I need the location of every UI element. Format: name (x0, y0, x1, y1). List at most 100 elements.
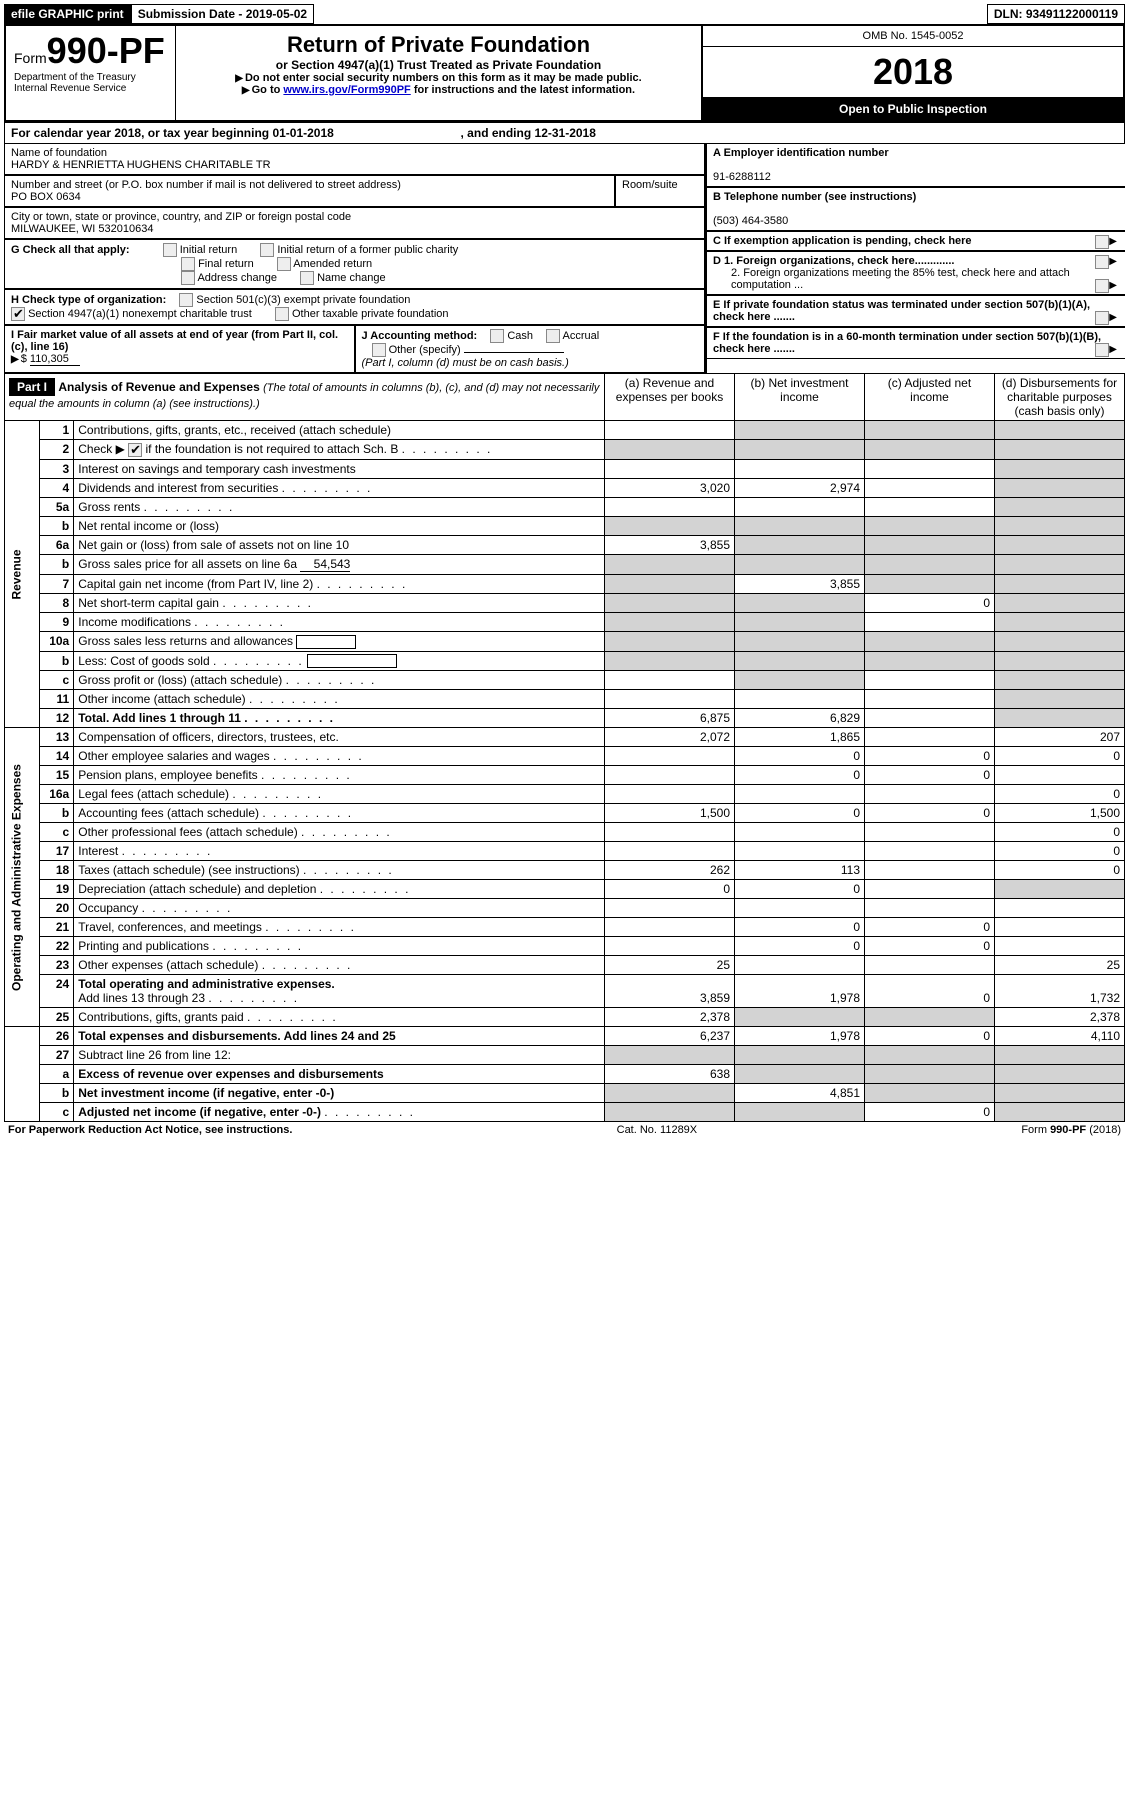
chk-d1[interactable] (1095, 255, 1109, 269)
table-row: 9Income modifications (5, 612, 1125, 631)
chk-initial-return[interactable] (163, 243, 177, 257)
col-b-header: (b) Net investment income (735, 374, 865, 421)
name-label: Name of foundation (11, 147, 698, 159)
table-row: 11Other income (attach schedule) (5, 690, 1125, 709)
table-row: bNet investment income (if negative, ent… (5, 1084, 1125, 1103)
chk-final[interactable] (181, 257, 195, 271)
d2-label: 2. Foreign organizations meeting the 85%… (731, 267, 1070, 291)
dln: DLN: 93491122000119 (987, 4, 1125, 24)
room-label: Room/suite (615, 175, 705, 207)
form-number: Form990-PF (14, 30, 167, 72)
paperwork-notice: For Paperwork Reduction Act Notice, see … (8, 1124, 292, 1136)
b-label: B Telephone number (see instructions) (713, 191, 916, 203)
box-h-label: H Check type of organization: (11, 294, 166, 306)
part1-title: Analysis of Revenue and Expenses (58, 380, 259, 394)
addr-label: Number and street (or P.O. box number if… (11, 179, 608, 191)
d1-label: D 1. Foreign organizations, check here..… (713, 255, 954, 267)
foundation-addr: PO BOX 0634 (11, 191, 608, 203)
table-row: 22Printing and publications 00 (5, 937, 1125, 956)
col-c-header: (c) Adjusted net income (865, 374, 995, 421)
open-inspection: Open to Public Inspection (703, 98, 1123, 120)
part1-table: Part I Analysis of Revenue and Expenses … (4, 373, 1125, 1122)
table-row: 17Interest 0 (5, 842, 1125, 861)
entity-id-block: Name of foundation HARDY & HENRIETTA HUG… (4, 144, 1125, 373)
table-row: 3Interest on savings and temporary cash … (5, 459, 1125, 478)
chk-namechange[interactable] (300, 271, 314, 285)
part1-tag: Part I (9, 378, 55, 396)
cat-no: Cat. No. 11289X (617, 1124, 698, 1136)
table-row: 25Contributions, gifts, grants paid 2,37… (5, 1008, 1125, 1027)
chk-d2[interactable] (1095, 279, 1109, 293)
table-row: 4Dividends and interest from securities … (5, 478, 1125, 497)
submission-date: Submission Date - 2019-05-02 (131, 4, 314, 24)
dept-treasury: Department of the Treasury (14, 72, 167, 83)
f-label: F If the foundation is in a 60-month ter… (713, 331, 1101, 355)
table-row: 6aNet gain or (loss) from sale of assets… (5, 535, 1125, 554)
chk-f[interactable] (1095, 343, 1109, 357)
table-row: 12Total. Add lines 1 through 11 6,8756,8… (5, 709, 1125, 728)
table-row: Operating and Administrative Expenses 13… (5, 728, 1125, 747)
chk-initial-former[interactable] (260, 243, 274, 257)
table-row: bAccounting fees (attach schedule) 1,500… (5, 804, 1125, 823)
box-g-label: G Check all that apply: (11, 244, 130, 256)
table-row: 20Occupancy (5, 899, 1125, 918)
expenses-side-label: Operating and Administrative Expenses (5, 728, 40, 1027)
form-title-block: Form990-PF Department of the Treasury In… (4, 24, 1125, 123)
col-d-header: (d) Disbursements for charitable purpose… (995, 374, 1125, 421)
foundation-city: MILWAUKEE, WI 532010634 (11, 223, 698, 235)
table-row: 18Taxes (attach schedule) (see instructi… (5, 861, 1125, 880)
chk-4947a1[interactable] (11, 307, 25, 321)
table-row: 16aLegal fees (attach schedule) 0 (5, 785, 1125, 804)
efile-btn[interactable]: efile GRAPHIC print (4, 4, 131, 24)
ssn-warning: Do not enter social security numbers on … (245, 72, 642, 84)
chk-c[interactable] (1095, 235, 1109, 249)
foundation-name: HARDY & HENRIETTA HUGHENS CHARITABLE TR (11, 159, 698, 171)
footer: For Paperwork Reduction Act Notice, see … (4, 1122, 1125, 1138)
fmv-value: 110,305 (30, 353, 80, 366)
chk-addrchange[interactable] (181, 271, 195, 285)
c-label: C If exemption application is pending, c… (713, 235, 972, 247)
chk-amended[interactable] (277, 257, 291, 271)
table-row: bLess: Cost of goods sold (5, 651, 1125, 671)
chk-other-taxable[interactable] (275, 307, 289, 321)
table-row: Revenue 1Contributions, gifts, grants, e… (5, 421, 1125, 440)
omb-no: OMB No. 1545-0052 (703, 26, 1123, 47)
chk-sch-b[interactable] (128, 443, 142, 457)
table-row: 10aGross sales less returns and allowanc… (5, 631, 1125, 651)
table-row: 14Other employee salaries and wages 000 (5, 747, 1125, 766)
table-row: 2Check ▶ if the foundation is not requir… (5, 440, 1125, 460)
a-label: A Employer identification number (713, 147, 889, 159)
line6b-value: 54,543 (300, 557, 350, 572)
table-row: 15Pension plans, employee benefits 00 (5, 766, 1125, 785)
chk-501c3[interactable] (179, 293, 193, 307)
table-row: 8Net short-term capital gain 0 (5, 593, 1125, 612)
table-row: 5aGross rents (5, 497, 1125, 516)
chk-e[interactable] (1095, 311, 1109, 325)
col-a-header: (a) Revenue and expenses per books (605, 374, 735, 421)
instructions-link[interactable]: www.irs.gov/Form990PF (283, 84, 410, 96)
e-label: E If private foundation status was termi… (713, 299, 1090, 323)
tax-year: 2018 (711, 51, 1115, 93)
chk-accrual[interactable] (546, 329, 560, 343)
table-row: 24Total operating and administrative exp… (5, 975, 1125, 1008)
form-title: Return of Private Foundation (186, 32, 691, 58)
box-j-label: J Accounting method: (362, 330, 478, 342)
chk-cash[interactable] (490, 329, 504, 343)
irs-label: Internal Revenue Service (14, 83, 167, 94)
form-subtitle: or Section 4947(a)(1) Trust Treated as P… (186, 58, 691, 72)
chk-other-acct[interactable] (372, 343, 386, 357)
header-bar: efile GRAPHIC print Submission Date - 20… (4, 4, 1125, 24)
table-row: bGross sales price for all assets on lin… (5, 554, 1125, 574)
table-row: 19Depreciation (attach schedule) and dep… (5, 880, 1125, 899)
table-row: aExcess of revenue over expenses and dis… (5, 1065, 1125, 1084)
city-label: City or town, state or province, country… (11, 211, 698, 223)
table-row: 27Subtract line 26 from line 12: (5, 1046, 1125, 1065)
table-row: 23Other expenses (attach schedule) 2525 (5, 956, 1125, 975)
table-row: 26Total expenses and disbursements. Add … (5, 1027, 1125, 1046)
table-row: cAdjusted net income (if negative, enter… (5, 1103, 1125, 1122)
box-j-note: (Part I, column (d) must be on cash basi… (362, 357, 569, 369)
telephone: (503) 464-3580 (713, 215, 788, 227)
calendar-year-line: For calendar year 2018, or tax year begi… (4, 123, 1125, 144)
box-i-label: I Fair market value of all assets at end… (11, 329, 338, 353)
table-row: 7Capital gain net income (from Part IV, … (5, 574, 1125, 593)
